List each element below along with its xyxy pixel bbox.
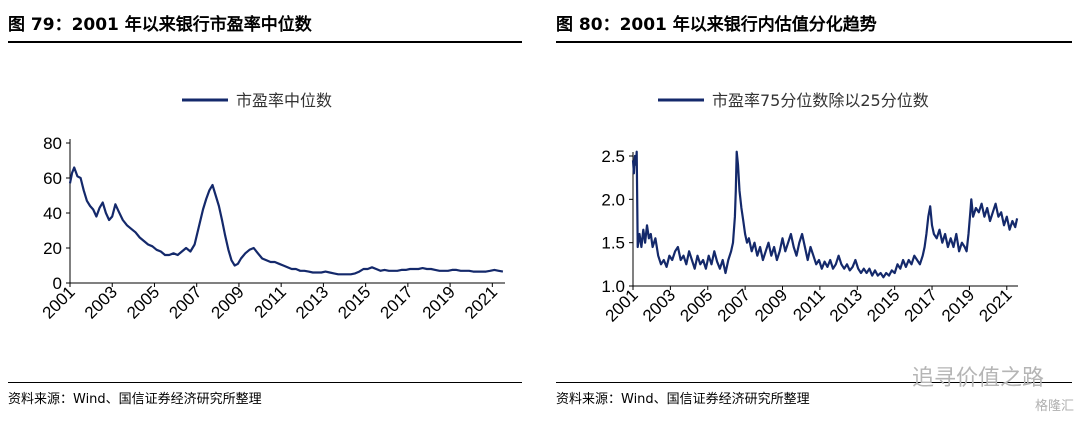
x-tick-label: 2009: [751, 285, 791, 325]
right-panel: 图 80：2001 年以来银行内估值分化趋势 市盈率75分位数除以25分位数 1.…: [548, 0, 1080, 423]
x-tick-label: 2011: [251, 282, 290, 321]
x-tick-label: 2015: [863, 285, 903, 325]
series-line: [631, 150, 1019, 279]
x-tick-label: 2021: [975, 285, 1015, 325]
x-tick-label: 2017: [377, 282, 417, 322]
x-tick-label: 2005: [123, 282, 163, 322]
x-tick-label: 2009: [208, 282, 248, 322]
title-rule: [8, 41, 522, 43]
source-note: 资料来源：Wind、国信证券经济研究所整理: [556, 392, 810, 407]
left-panel: 图 79：2001 年以来银行市盈率中位数 市盈率中位数 0 20 40 60 80 200…: [0, 0, 530, 423]
y-tick-label: 80: [43, 134, 62, 153]
x-tick-label: 2003: [81, 282, 121, 322]
x-tick-label: 2019: [419, 282, 459, 322]
x-tick-label: 2013: [826, 285, 866, 325]
watermark-logo: 格隆汇: [1034, 399, 1074, 414]
x-tick-label: 2001: [39, 282, 79, 322]
title-rule: [556, 41, 1072, 43]
source-note: 资料来源：Wind、国信证券经济研究所整理: [8, 392, 262, 407]
pe-dispersion-chart: 市盈率75分位数除以25分位数1.01.52.02.52001200320052…: [601, 91, 1019, 326]
x-tick-label: 2013: [292, 282, 332, 322]
legend-label: 市盈率中位数: [236, 91, 332, 110]
x-tick-label: 2017: [901, 285, 941, 325]
x-tick-label: 2015: [334, 282, 374, 322]
x-tick-label: 2003: [639, 285, 679, 325]
x-tick-label: 2007: [714, 285, 754, 325]
y-tick-label: 1.5: [601, 234, 625, 253]
source-rule: [556, 382, 1072, 383]
watermark-text: 追寻价值之路: [911, 366, 1044, 391]
source-rule: [8, 382, 522, 383]
series-line: [68, 166, 504, 276]
x-tick-label: 2019: [938, 285, 978, 325]
chart-title: 图 80：2001 年以来银行内估值分化趋势: [556, 15, 877, 35]
x-tick-label: 2007: [165, 282, 205, 322]
y-tick-label: 60: [43, 169, 62, 188]
x-tick-label: 2011: [789, 285, 828, 324]
y-tick-label: 0: [53, 274, 62, 293]
y-tick-label: 20: [43, 239, 62, 258]
y-tick-label: 40: [43, 204, 62, 223]
y-tick-label: 2.0: [601, 190, 625, 209]
x-tick-label: 2005: [676, 285, 716, 325]
legend-label: 市盈率75分位数除以25分位数: [712, 91, 929, 110]
chart-title: 图 79：2001 年以来银行市盈率中位数: [8, 15, 312, 35]
y-tick-label: 2.5: [601, 147, 625, 166]
y-tick-label: 1.0: [601, 277, 625, 296]
x-tick-label: 2021: [461, 282, 501, 322]
